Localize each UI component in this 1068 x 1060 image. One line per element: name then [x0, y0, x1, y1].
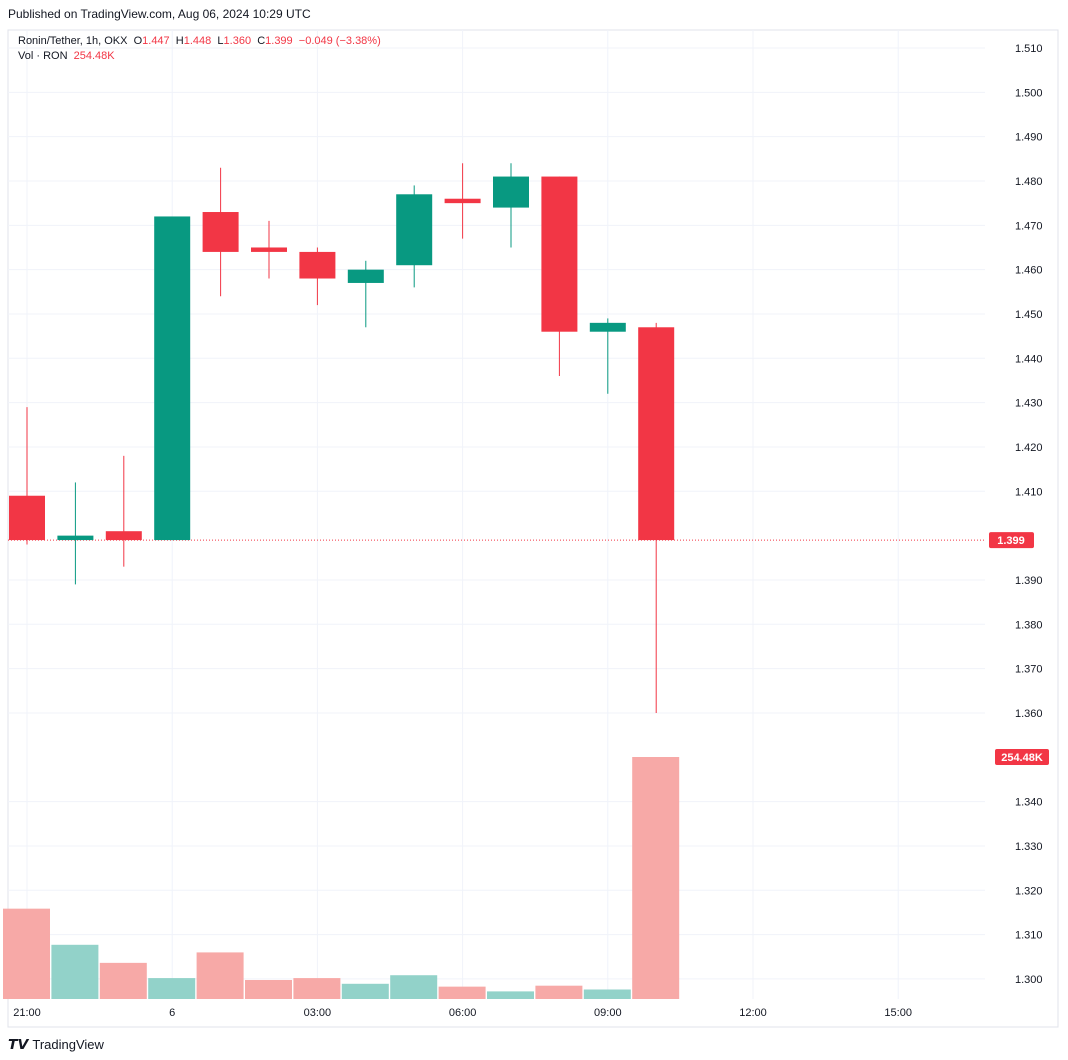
- last-volume-badge: [995, 749, 1049, 765]
- volume-bar: [487, 991, 534, 999]
- candle-body: [347, 269, 384, 283]
- tv-logo-icon: 𝙏𝙑: [8, 1036, 29, 1052]
- volume-bar: [535, 985, 583, 999]
- candle-body: [299, 251, 336, 279]
- candle-body: [444, 198, 481, 204]
- volume-bar: [341, 983, 389, 999]
- volume-bar: [148, 978, 196, 999]
- volume-bar: [438, 986, 486, 999]
- volume-label: Vol · RON: [18, 50, 68, 62]
- x-tick-label: 09:00: [594, 1007, 622, 1019]
- candle-body: [9, 495, 45, 541]
- x-tick-label: 15:00: [884, 1007, 912, 1019]
- candle-body: [589, 322, 626, 332]
- open: 1.447: [142, 35, 170, 47]
- y-tick-label: 1.310: [1015, 930, 1043, 942]
- y-tick-label: 1.460: [1015, 265, 1043, 277]
- y-tick-label: 1.360: [1015, 708, 1043, 720]
- y-tick-label: 1.300: [1015, 974, 1043, 986]
- x-tick-label: 03:00: [304, 1007, 332, 1019]
- x-tick-label: 06:00: [449, 1007, 477, 1019]
- y-tick-label: 1.380: [1015, 619, 1043, 631]
- volume-bar: [245, 979, 292, 999]
- y-tick-label: 1.390: [1015, 575, 1043, 587]
- price-chart[interactable]: 1.510 1.500 1.490 1.480 1.470 1.460 1.450 1.440…: [0, 0, 1068, 1030]
- candle-body: [493, 176, 529, 208]
- candle-body: [154, 216, 191, 541]
- volume-bar: [293, 978, 341, 999]
- candle-body: [396, 194, 433, 266]
- x-tick-label: 12:00: [739, 1007, 767, 1019]
- y-tick-label: 1.490: [1015, 132, 1043, 144]
- candle-body: [638, 327, 675, 541]
- published-note: Published on TradingView.com, Aug 06, 20…: [8, 7, 311, 21]
- y-tick-label: 1.410: [1015, 486, 1043, 498]
- volume-value: 254.48K: [73, 50, 115, 62]
- candle-body: [541, 176, 578, 332]
- legend: Ronin/Tether, 1h, OKX O1.447 H1.448 L1.3…: [18, 35, 381, 62]
- last-volume-label: 254.48K: [1001, 752, 1043, 764]
- last-price-label: 1.399: [997, 535, 1025, 547]
- y-tick-label: 1.430: [1015, 398, 1043, 410]
- y-tick-label: 1.510: [1015, 43, 1043, 55]
- y-tick-label: 1.470: [1015, 220, 1043, 232]
- x-tick-label: 6: [169, 1007, 175, 1019]
- volume-bar: [196, 952, 244, 999]
- x-tick-label: 21:00: [13, 1007, 41, 1019]
- y-tick-label: 1.420: [1015, 442, 1043, 454]
- y-tick-label: 1.500: [1015, 87, 1043, 99]
- candle-body: [57, 535, 94, 541]
- y-tick-label: 1.440: [1015, 353, 1043, 365]
- last-price-badge: [989, 532, 1034, 549]
- tradingview-logo[interactable]: 𝙏𝙑 TradingView: [8, 1036, 104, 1052]
- volume-bar: [51, 944, 99, 999]
- change: −0.049 (−3.38%): [298, 35, 381, 47]
- candle-body: [105, 531, 142, 541]
- volume-bar: [3, 908, 50, 999]
- y-tick-label: 1.330: [1015, 841, 1043, 853]
- candle-body: [251, 247, 287, 252]
- y-tick-label: 1.370: [1015, 664, 1043, 676]
- y-tick-label: 1.450: [1015, 309, 1043, 321]
- low: 1.360: [223, 35, 252, 47]
- y-tick-label: 1.340: [1015, 797, 1043, 809]
- y-tick-label: 1.480: [1015, 176, 1043, 188]
- volume-bar: [99, 962, 147, 999]
- y-tick-label: 1.320: [1015, 885, 1043, 897]
- volume-bar: [390, 975, 438, 999]
- candle-body: [202, 212, 239, 252]
- close: 1.399: [265, 35, 293, 47]
- volume-bar: [632, 757, 680, 999]
- symbol[interactable]: Ronin/Tether, 1h, OKX: [18, 35, 128, 47]
- high: 1.448: [183, 35, 212, 47]
- volume-bar: [583, 989, 631, 999]
